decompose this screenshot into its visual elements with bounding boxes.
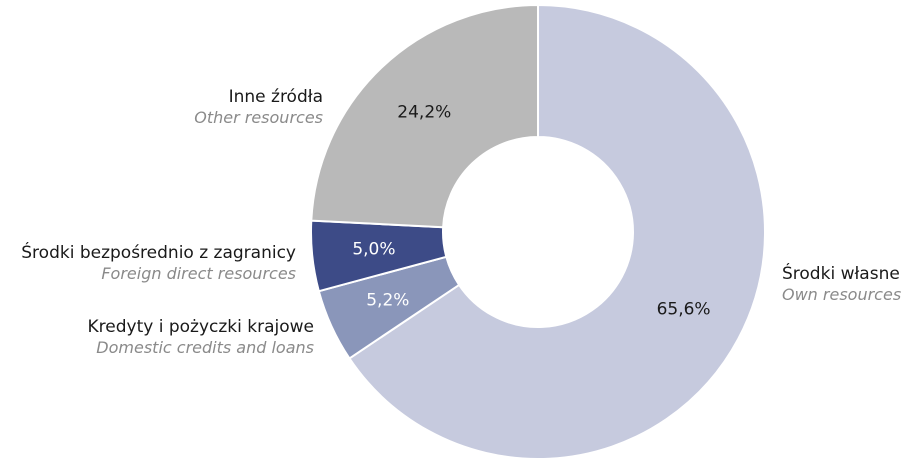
slice-own-resources [348, 3, 766, 460]
value-labels-layer: 65,6% 5,2% 5,0% 24,2% [352, 102, 710, 319]
category-label-pl: Kredyty i pożyczki krajowe [88, 317, 315, 337]
value-label-foreign-direct-resources: 5,0% [352, 240, 395, 260]
value-label-other-resources: 24,2% [397, 102, 451, 122]
category-label-en: Domestic credits and loans [96, 338, 314, 357]
slices-layer [310, 3, 766, 460]
category-label-en: Own resources [782, 285, 901, 304]
category-label-pl: Środki własne [782, 262, 900, 284]
slice-other-resources [310, 3, 539, 229]
category-label-pl: Inne źródła [229, 87, 323, 107]
category-label-en: Foreign direct resources [101, 264, 296, 283]
category-label-en: Other resources [194, 108, 323, 127]
category-label-pl: Środki bezpośrednio z zagranicy [21, 241, 296, 263]
value-label-domestic-credits-and-loans: 5,2% [366, 290, 409, 310]
value-label-own-resources: 65,6% [657, 300, 711, 320]
